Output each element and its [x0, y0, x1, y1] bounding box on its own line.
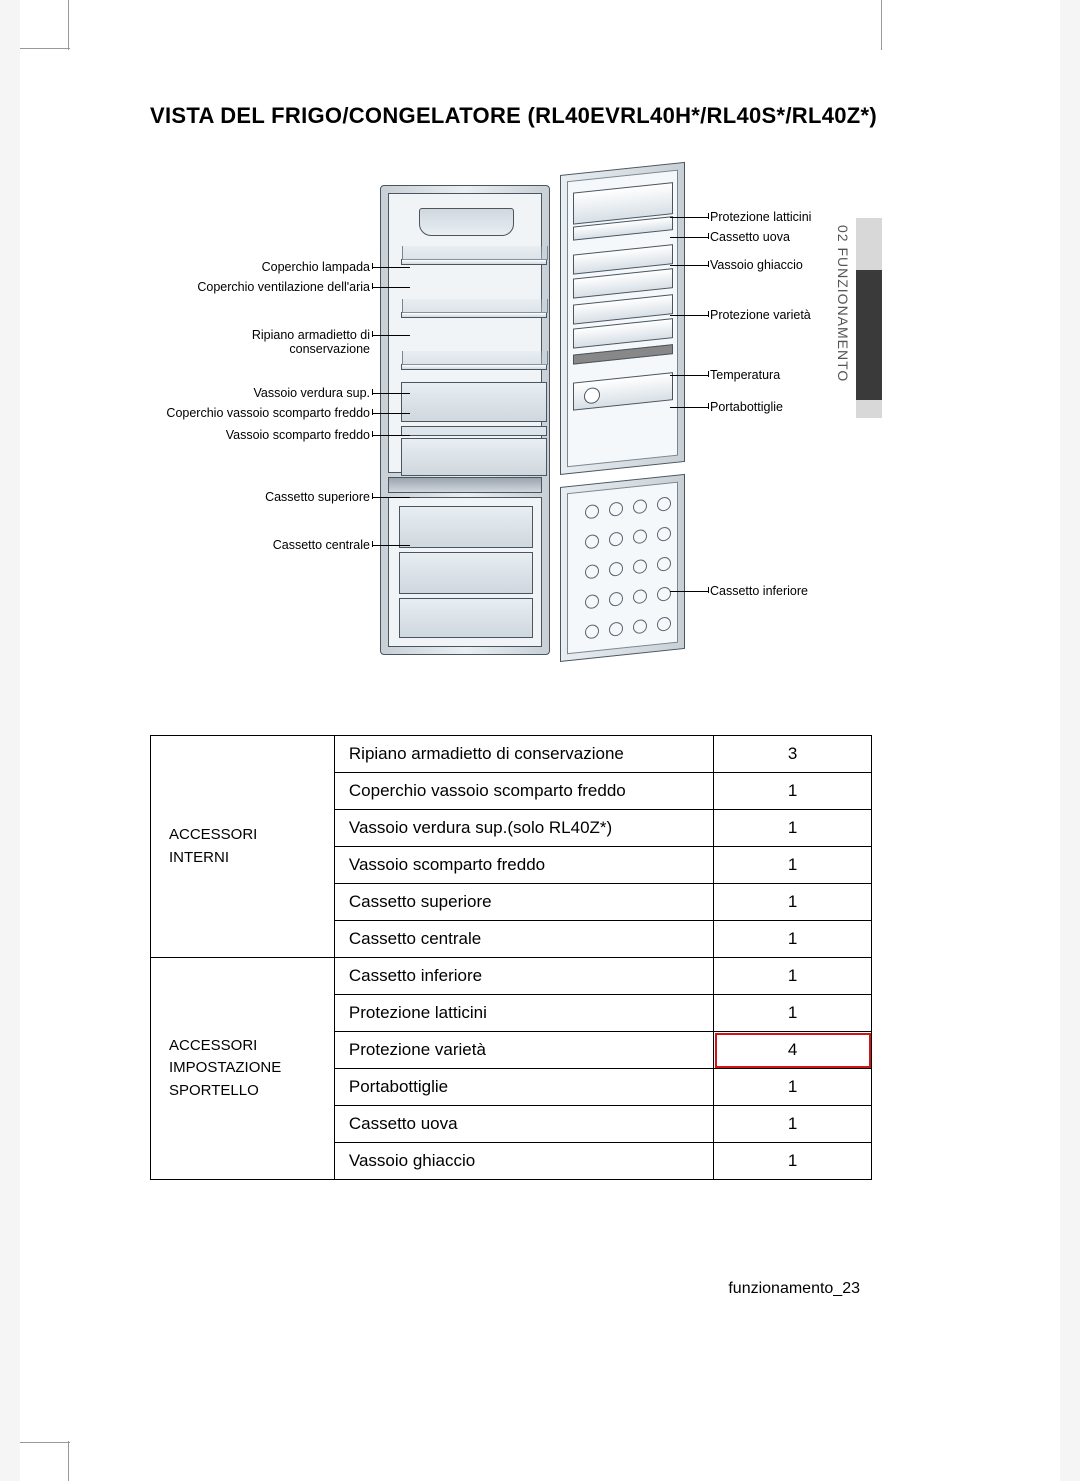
diagram-label-left: Vassoio verdura sup. [254, 386, 371, 400]
crop-mark [68, 1441, 69, 1481]
freezer-door [560, 474, 685, 662]
freezer-door-vent-row [585, 556, 671, 579]
fridge-diagram: Coperchio lampada Coperchio ventilazione … [150, 170, 870, 690]
crop-mark [20, 1442, 70, 1443]
table-name-cell: Vassoio verdura sup.(solo RL40Z*) [334, 810, 713, 847]
leader-line [670, 265, 708, 266]
leader-line [372, 497, 410, 498]
freezer-drawer-middle [399, 552, 533, 594]
diagram-label-right: Protezione latticini [710, 210, 811, 224]
refrigerator-door [560, 162, 685, 475]
leader-line [372, 545, 410, 546]
leader-line [670, 315, 708, 316]
shelf [401, 312, 547, 318]
table-name-cell: Vassoio scomparto freddo [334, 847, 713, 884]
diagram-label-left: Coperchio vassoio scomparto freddo [166, 406, 370, 420]
table-row: ACCESSORIIMPOSTAZIONESPORTELLOCassetto i… [151, 958, 872, 995]
diagram-label-right: Cassetto inferiore [710, 584, 808, 598]
leader-line [670, 375, 708, 376]
table-name-cell: Coperchio vassoio scomparto freddo [334, 773, 713, 810]
diagram-label-left: Coperchio ventilazione dell'aria [197, 280, 370, 294]
lamp-cover [419, 208, 514, 236]
temperature-control [573, 344, 673, 365]
leader-line [372, 335, 410, 336]
freezer-door-vent-row [585, 616, 671, 639]
crop-mark [68, 0, 69, 50]
table-qty-cell: 1 [714, 847, 872, 884]
bottle-guard [573, 372, 673, 411]
page-title: VISTA DEL FRIGO/CONGELATORE (RL40EVRL40H… [150, 103, 877, 129]
table-name-cell: Portabottiglie [334, 1069, 713, 1106]
table-qty-cell: 1 [714, 921, 872, 958]
shelf [401, 364, 547, 370]
freezer-drawer-upper [399, 506, 533, 548]
freezer-door-vent-row [585, 496, 671, 519]
table-qty-cell: 4 [714, 1032, 872, 1069]
page-footer: funzionamento_23 [728, 1280, 860, 1298]
table-qty-cell: 1 [714, 773, 872, 810]
table-name-cell: Cassetto centrale [334, 921, 713, 958]
diagram-label-left: Vassoio scomparto freddo [226, 428, 370, 442]
cold-tray [401, 438, 547, 476]
diagram-label-left: Cassetto superiore [265, 490, 370, 504]
table-qty-cell: 1 [714, 884, 872, 921]
diagram-label-left: Ripiano armadietto diconservazione [252, 328, 370, 356]
leader-line [670, 407, 708, 408]
diagram-label-right: Temperatura [710, 368, 780, 382]
vegetable-tray [401, 382, 547, 422]
cold-tray-cover [401, 426, 547, 436]
leader-line [372, 413, 410, 414]
diagram-label-left: Coperchio lampada [262, 260, 370, 274]
diagram-label-right: Protezione varietà [710, 308, 811, 322]
refrigerator-compartment [388, 193, 542, 473]
diagram-label-right: Vassoio ghiaccio [710, 258, 803, 272]
leader-line [372, 287, 410, 288]
diagram-label-left: Cassetto centrale [273, 538, 370, 552]
table-qty-cell: 1 [714, 1143, 872, 1180]
table-category-cell: ACCESSORIIMPOSTAZIONESPORTELLO [151, 958, 335, 1180]
leader-line [670, 591, 708, 592]
leader-line [670, 217, 708, 218]
table-row: ACCESSORIINTERNIRipiano armadietto di co… [151, 736, 872, 773]
freezer-drawer-lower [399, 598, 533, 638]
leader-line [372, 267, 410, 268]
accessories-table: ACCESSORIINTERNIRipiano armadietto di co… [150, 735, 872, 1180]
compartment-divider [388, 477, 542, 493]
table-qty-cell: 1 [714, 1069, 872, 1106]
crop-mark [881, 0, 882, 50]
diagram-label-right: Cassetto uova [710, 230, 790, 244]
table-qty-cell: 1 [714, 958, 872, 995]
table-qty-cell: 1 [714, 995, 872, 1032]
table-name-cell: Vassoio ghiaccio [334, 1143, 713, 1180]
table-name-cell: Cassetto inferiore [334, 958, 713, 995]
table-name-cell: Protezione latticini [334, 995, 713, 1032]
fridge-body-group [380, 185, 560, 665]
table-name-cell: Cassetto superiore [334, 884, 713, 921]
leader-line [372, 393, 410, 394]
table-name-cell: Protezione varietà [334, 1032, 713, 1069]
table-name-cell: Cassetto uova [334, 1106, 713, 1143]
freezer-compartment [388, 497, 542, 647]
shelf [401, 259, 547, 265]
leader-line [670, 237, 708, 238]
freezer-door-vent-row [585, 526, 671, 549]
table-category-cell: ACCESSORIINTERNI [151, 736, 335, 958]
leader-line [372, 435, 410, 436]
crop-mark [20, 48, 70, 49]
manual-page: VISTA DEL FRIGO/CONGELATORE (RL40EVRL40H… [20, 0, 1060, 1481]
table-qty-cell: 3 [714, 736, 872, 773]
table-qty-cell: 1 [714, 1106, 872, 1143]
table-qty-cell: 1 [714, 810, 872, 847]
table-name-cell: Ripiano armadietto di conservazione [334, 736, 713, 773]
freezer-door-vent-row [585, 586, 671, 609]
diagram-label-right: Portabottiglie [710, 400, 783, 414]
